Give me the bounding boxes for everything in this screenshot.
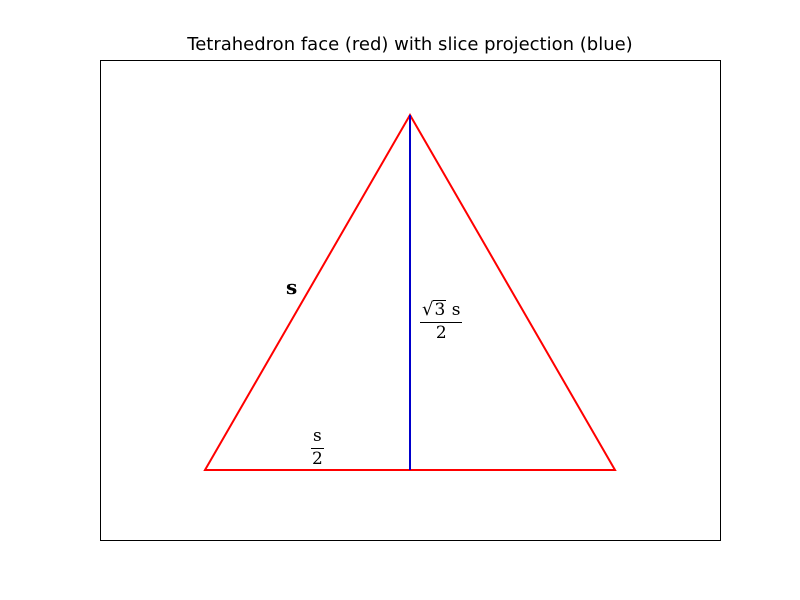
height-radicand: 3: [433, 300, 447, 321]
half-base-numerator: s: [311, 427, 324, 449]
axes-frame: [100, 60, 721, 541]
half-base-denominator: 2: [311, 448, 323, 469]
sqrt-sign: √: [422, 299, 434, 320]
diagram-title: Tetrahedron face (red) with slice projec…: [187, 34, 633, 55]
height-variable: s: [451, 300, 461, 320]
height-denominator: 2: [435, 322, 447, 343]
half-base-label: s 2: [311, 426, 324, 468]
side-label: s: [286, 275, 298, 299]
height-label: √ 3 s 2: [420, 299, 463, 343]
